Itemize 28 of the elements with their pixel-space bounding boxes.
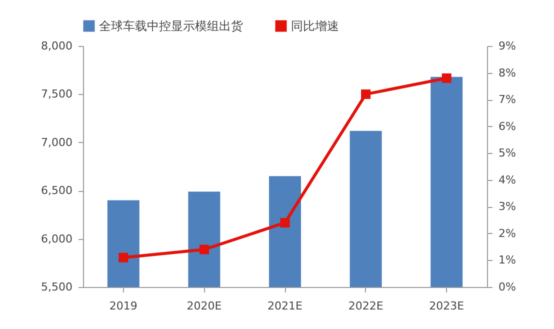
point bbox=[118, 252, 128, 262]
x-tick-label: 2022E bbox=[348, 300, 384, 312]
y2-tick-label: 4% bbox=[498, 173, 516, 186]
y2-tick-label: 7% bbox=[498, 93, 516, 106]
y-tick-label: 6,500 bbox=[41, 184, 72, 198]
y-tick-label: 5,500 bbox=[41, 280, 72, 294]
y2-tick-label: 6% bbox=[498, 120, 516, 133]
y2-tick-label: 9% bbox=[498, 40, 516, 52]
y-tick-label: 7,000 bbox=[41, 136, 72, 149]
y-tick-label: 7,500 bbox=[41, 88, 72, 101]
point bbox=[442, 73, 452, 83]
point bbox=[280, 218, 290, 228]
point bbox=[199, 244, 209, 254]
y-tick-label: 6,000 bbox=[41, 232, 72, 246]
x-tick-label: 2021E bbox=[268, 300, 303, 312]
y-tick-label: 8,000 bbox=[41, 40, 72, 52]
y2-tick-label: 5% bbox=[498, 146, 516, 160]
legend-label: 同比增速 bbox=[291, 19, 339, 33]
x-tick-label: 2019 bbox=[109, 300, 138, 312]
y2-tick-label: 8% bbox=[498, 66, 516, 80]
y2-tick-label: 2% bbox=[498, 226, 516, 240]
x-tick-label: 2023E bbox=[429, 300, 464, 312]
y2-tick-label: 1% bbox=[498, 254, 516, 267]
point bbox=[361, 89, 371, 99]
y2-tick-label: 0% bbox=[498, 280, 516, 294]
legend-label: 全球车载中控显示模组出货 bbox=[99, 19, 243, 33]
x-tick-label: 2020E bbox=[186, 300, 222, 312]
y2-tick-label: 3% bbox=[498, 200, 516, 214]
